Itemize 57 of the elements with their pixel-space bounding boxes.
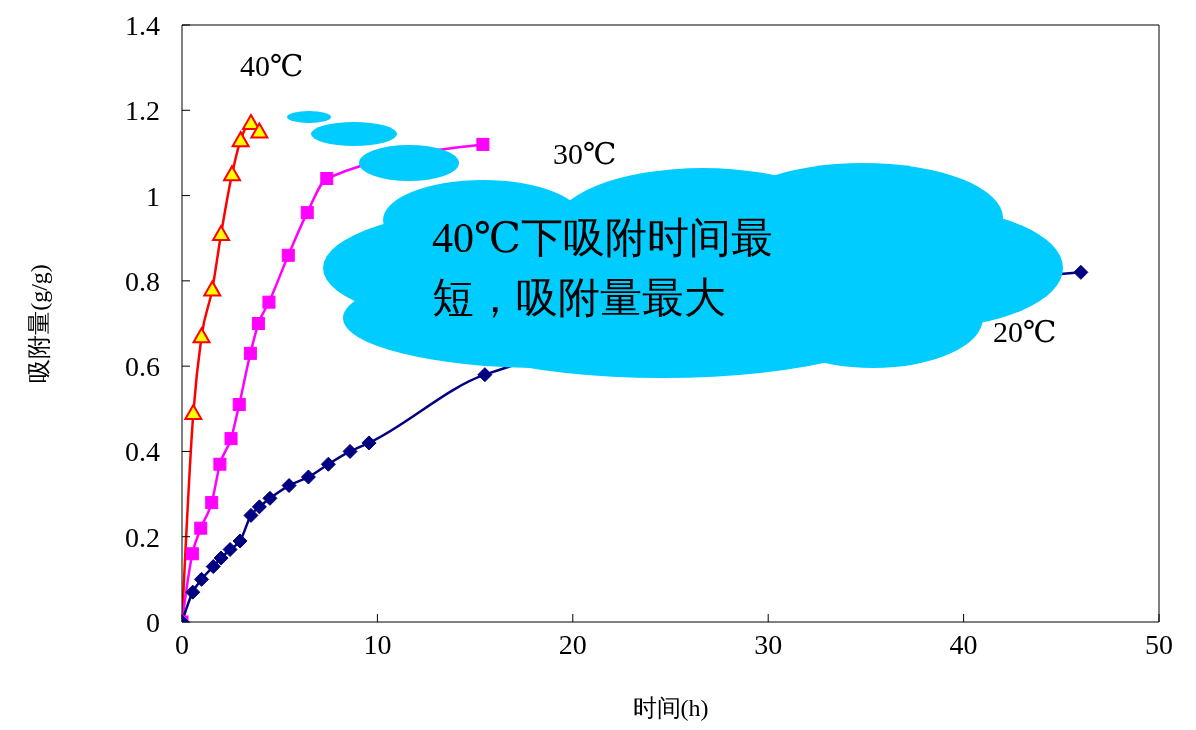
point bbox=[281, 478, 297, 494]
point bbox=[300, 206, 314, 220]
point bbox=[1073, 264, 1089, 280]
point bbox=[251, 317, 265, 330]
y-tick-label: 1.4 bbox=[125, 9, 160, 41]
x-tick-label: 10 bbox=[363, 628, 392, 660]
series-label: 20℃ bbox=[993, 314, 1057, 349]
y-axis-title: 吸附量(g/g) bbox=[25, 264, 52, 383]
series-label: 40℃ bbox=[240, 48, 304, 83]
y-tick-label: 1 bbox=[146, 180, 160, 212]
point bbox=[194, 521, 208, 535]
point bbox=[361, 435, 377, 451]
x-tick-label: 50 bbox=[1145, 628, 1173, 660]
x-tick-label: 0 bbox=[175, 628, 189, 660]
point bbox=[185, 584, 201, 600]
point bbox=[205, 496, 219, 510]
point bbox=[213, 457, 227, 471]
point bbox=[300, 469, 316, 485]
point bbox=[281, 248, 295, 262]
point bbox=[250, 122, 269, 139]
point bbox=[232, 398, 246, 412]
point bbox=[477, 367, 493, 383]
point bbox=[224, 432, 238, 446]
y-tick-label: 0 bbox=[146, 606, 160, 638]
point bbox=[320, 172, 334, 186]
point bbox=[231, 131, 250, 148]
x-tick-label: 30 bbox=[754, 628, 783, 660]
text: 30℃ bbox=[553, 136, 617, 171]
point bbox=[194, 571, 210, 587]
y-tick-label: 1.2 bbox=[125, 95, 160, 127]
y-tick-label: 0.4 bbox=[125, 436, 160, 468]
annotation: 40℃下吸附时间最短，吸附量最大 bbox=[432, 214, 774, 323]
y-tick-label: 0.2 bbox=[125, 521, 160, 553]
point bbox=[203, 280, 222, 297]
point bbox=[222, 542, 238, 558]
x-axis-title: 时间(h) bbox=[632, 695, 709, 721]
point bbox=[212, 224, 231, 241]
point bbox=[262, 295, 276, 309]
point bbox=[241, 114, 260, 131]
point bbox=[262, 490, 278, 506]
point bbox=[185, 547, 199, 561]
point bbox=[232, 533, 248, 549]
x-tick-label: 40 bbox=[949, 628, 978, 660]
point bbox=[205, 559, 221, 575]
y-tick-label: 0.6 bbox=[125, 351, 160, 383]
y-tick-label: 0.8 bbox=[125, 265, 160, 297]
point bbox=[223, 165, 242, 182]
point bbox=[320, 456, 336, 472]
point bbox=[192, 327, 211, 344]
point bbox=[243, 507, 259, 523]
x-tick-label: 20 bbox=[558, 628, 587, 660]
point bbox=[184, 404, 203, 421]
point bbox=[476, 137, 490, 151]
point bbox=[213, 550, 229, 566]
point bbox=[251, 499, 267, 515]
point bbox=[342, 443, 358, 459]
point bbox=[243, 346, 257, 360]
